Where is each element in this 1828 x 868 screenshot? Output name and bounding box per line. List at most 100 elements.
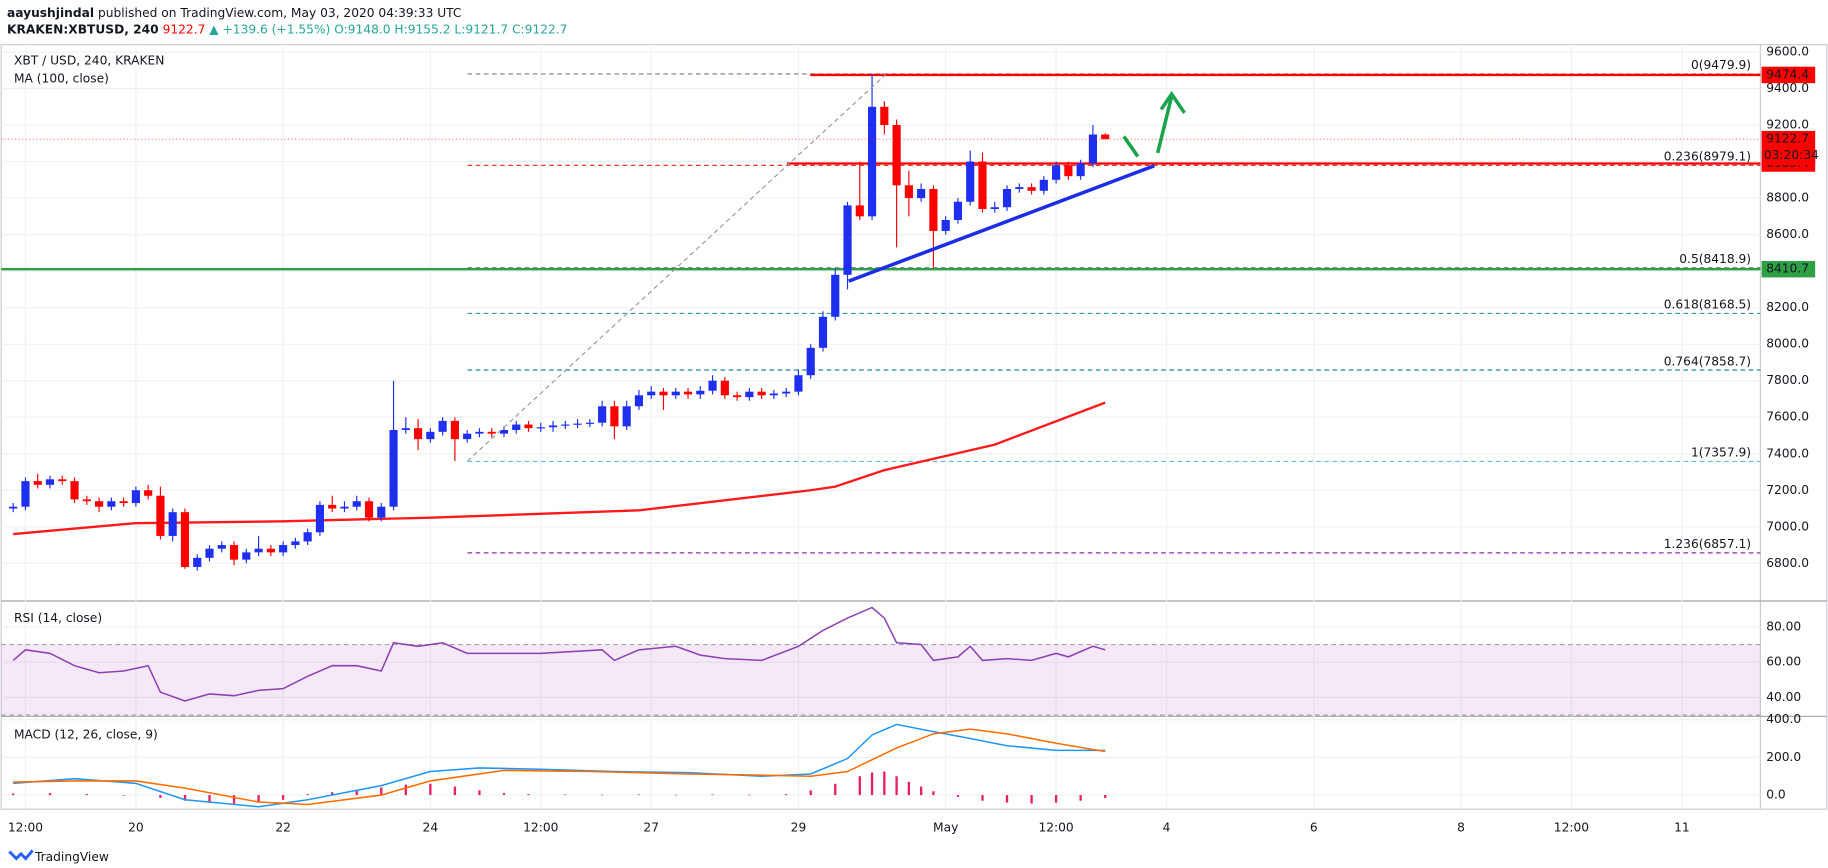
arrow xyxy=(1122,135,1140,158)
x-tick-label: 4 xyxy=(1163,820,1171,834)
macd-histogram xyxy=(306,794,309,796)
macd-histogram xyxy=(122,795,125,796)
symbol: KRAKEN:XBTUSD, 240 xyxy=(7,22,159,36)
y-tick-label: 8200.0 xyxy=(1766,300,1809,314)
candle-body xyxy=(21,481,30,507)
macd-histogram xyxy=(380,787,383,796)
y-tick-label: 9600.0 xyxy=(1766,44,1809,58)
y-tick-label: 7400.0 xyxy=(1766,446,1809,460)
candle-body xyxy=(843,205,852,275)
candle-body xyxy=(769,393,778,396)
y-tick-label: 8600.0 xyxy=(1766,227,1809,241)
candle-body xyxy=(659,391,668,396)
candle-body xyxy=(279,545,288,553)
y-tick-label: 0.0 xyxy=(1766,788,1785,802)
macd-histogram xyxy=(183,795,187,801)
x-tick-label: 8 xyxy=(1457,820,1465,834)
macd-line xyxy=(13,723,1106,808)
fib-label: 1(7357.9) xyxy=(1691,446,1751,460)
candle-body xyxy=(683,391,693,395)
candle-body xyxy=(585,422,594,424)
candle-body xyxy=(315,504,325,533)
footer: TradingView xyxy=(34,850,109,864)
candle-body xyxy=(1076,163,1085,177)
macd-histogram xyxy=(1005,795,1009,803)
y-tick-label: 40.00 xyxy=(1766,690,1801,704)
candle-body xyxy=(426,431,435,440)
candle-body xyxy=(892,125,901,186)
macd-histogram xyxy=(932,791,935,796)
x-tick-label: 12:00 xyxy=(1038,820,1073,834)
candle-body xyxy=(450,420,459,440)
price-box-label: 9474.4 xyxy=(1766,67,1809,81)
candle-body xyxy=(1015,187,1024,189)
candle-body xyxy=(463,433,472,440)
candle-body xyxy=(941,220,950,231)
macd-histogram xyxy=(331,792,334,796)
candle-body xyxy=(70,481,79,500)
candle-body xyxy=(328,504,337,509)
y-tick-label: 8000.0 xyxy=(1766,337,1809,351)
macd-histogram xyxy=(355,790,358,796)
arrow xyxy=(1155,90,1186,154)
candle-body xyxy=(1101,134,1110,140)
candle-body xyxy=(855,205,864,217)
x-tick-label: 24 xyxy=(423,820,439,834)
candle-body xyxy=(818,316,828,348)
candle-body xyxy=(45,479,55,485)
candle-body xyxy=(131,490,140,504)
fib-label: 1.236(6857.1) xyxy=(1664,537,1751,551)
macd-histogram xyxy=(208,795,211,803)
y-tick-label: 7200.0 xyxy=(1766,483,1809,497)
candle-body xyxy=(1002,188,1012,208)
published: published on TradingView.com, May 03, 20… xyxy=(98,5,462,19)
candle-body xyxy=(598,406,607,423)
macd-histogram xyxy=(85,794,88,796)
macd-histogram xyxy=(1079,795,1082,801)
candle-body xyxy=(180,512,190,567)
header-line: KRAKEN:XBTUSD, 240 9122.7 ▲ +139.6 (+1.5… xyxy=(7,22,567,36)
candle-body xyxy=(757,391,766,396)
candle-body xyxy=(1064,165,1073,177)
candle-body xyxy=(610,406,619,427)
candle-body xyxy=(573,423,582,425)
fib-label: 0.764(7858.7) xyxy=(1664,354,1751,368)
candle-body xyxy=(1052,165,1061,180)
candle-body xyxy=(917,188,926,199)
macd-histogram xyxy=(785,794,788,796)
candle-body xyxy=(107,501,116,507)
candle-body xyxy=(487,431,496,434)
macd-histogram xyxy=(1104,795,1107,798)
macd-histogram xyxy=(809,790,812,796)
macd-histogram xyxy=(711,794,714,796)
rsi-band xyxy=(1,644,1761,716)
candle-body xyxy=(1027,187,1036,191)
macd-histogram xyxy=(478,790,481,796)
candle-body xyxy=(1039,179,1048,191)
y-tick-label: 7600.0 xyxy=(1766,410,1809,424)
candle-body xyxy=(168,512,177,536)
y-tick-label: 7000.0 xyxy=(1766,519,1809,533)
macd-histogram xyxy=(981,795,984,801)
legend: XBT / USD, 240, KRAKEN xyxy=(14,54,164,68)
macd-histogram xyxy=(453,786,457,796)
price-box xyxy=(1761,260,1816,278)
candle-body xyxy=(389,430,398,507)
candle-body xyxy=(499,430,509,434)
candle-body xyxy=(867,106,877,217)
candle-body xyxy=(229,545,239,560)
macd-histogram xyxy=(600,794,604,796)
candle-body xyxy=(1088,134,1097,164)
candle-body xyxy=(794,375,803,392)
candle-body xyxy=(904,185,913,199)
candle-body xyxy=(401,428,410,431)
legend: RSI (14, close) xyxy=(14,611,102,625)
y-tick-label: 9200.0 xyxy=(1766,118,1809,132)
x-tick-label: 12:00 xyxy=(523,820,558,834)
logo xyxy=(8,849,34,861)
x-tick-label: 20 xyxy=(128,820,144,834)
macd-histogram xyxy=(281,795,285,800)
fib-label: 0.618(8168.5) xyxy=(1664,298,1751,312)
candle-body xyxy=(745,391,754,398)
candle-body xyxy=(720,380,729,396)
